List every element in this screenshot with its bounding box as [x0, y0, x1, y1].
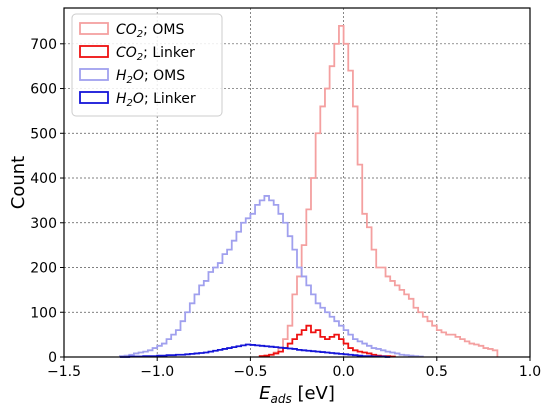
x-tick-label: 0.0	[332, 364, 354, 380]
y-axis-label: Count	[8, 156, 29, 209]
legend-label: H2O; Linker	[116, 91, 196, 109]
x-tick-label: 1.0	[519, 364, 541, 380]
x-axis-label-sub: ads	[270, 392, 291, 406]
x-tick-label: −1.5	[47, 364, 81, 380]
series-histogram-line	[119, 195, 424, 358]
legend-box	[71, 13, 223, 117]
x-tick-label: −1.0	[140, 364, 174, 380]
legend: CO2; OMS CO2; Linker H2O; OMS H2O; Linker	[71, 13, 223, 117]
y-tick-label: 600	[30, 82, 57, 98]
y-tick-label: 100	[30, 305, 57, 321]
y-tick-label: 500	[30, 126, 57, 142]
legend-label: H2O; OMS	[116, 68, 185, 86]
legend-swatch	[79, 68, 109, 81]
series-histogram-line	[258, 25, 499, 358]
legend-swatch	[79, 22, 109, 35]
legend-label: CO2; OMS	[116, 22, 184, 40]
y-tick-label: 300	[30, 216, 57, 232]
x-axis-label-unit: [eV]	[292, 383, 335, 404]
series-layer	[119, 25, 499, 358]
legend-swatch	[79, 45, 109, 58]
y-tick-label: 400	[30, 171, 57, 187]
plot-frame	[63, 7, 531, 358]
y-tick-label: 200	[30, 261, 57, 277]
x-axis-label-main: E	[259, 383, 271, 404]
x-tick-label: −0.5	[233, 364, 267, 380]
series-histogram-line	[258, 324, 396, 358]
tick-layer: −1.5 −1.0 −0.5 0.0 0.5 1.0 0 100 200 300 400 500 600…	[30, 37, 541, 380]
x-tick-label: 0.5	[426, 364, 448, 380]
legend-label: CO2; Linker	[116, 45, 195, 63]
y-tick-label: 700	[30, 37, 57, 53]
legend-swatch	[79, 91, 109, 104]
y-tick-label: 0	[48, 350, 57, 366]
series-histogram-line	[119, 343, 391, 358]
x-axis-label: Eads [eV]	[259, 383, 335, 406]
